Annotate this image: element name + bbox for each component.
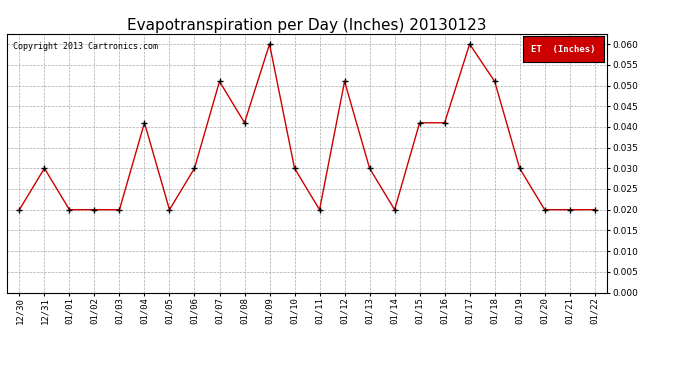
Text: Copyright 2013 Cartronics.com: Copyright 2013 Cartronics.com (13, 42, 158, 51)
Title: Evapotranspiration per Day (Inches) 20130123: Evapotranspiration per Day (Inches) 2013… (127, 18, 487, 33)
